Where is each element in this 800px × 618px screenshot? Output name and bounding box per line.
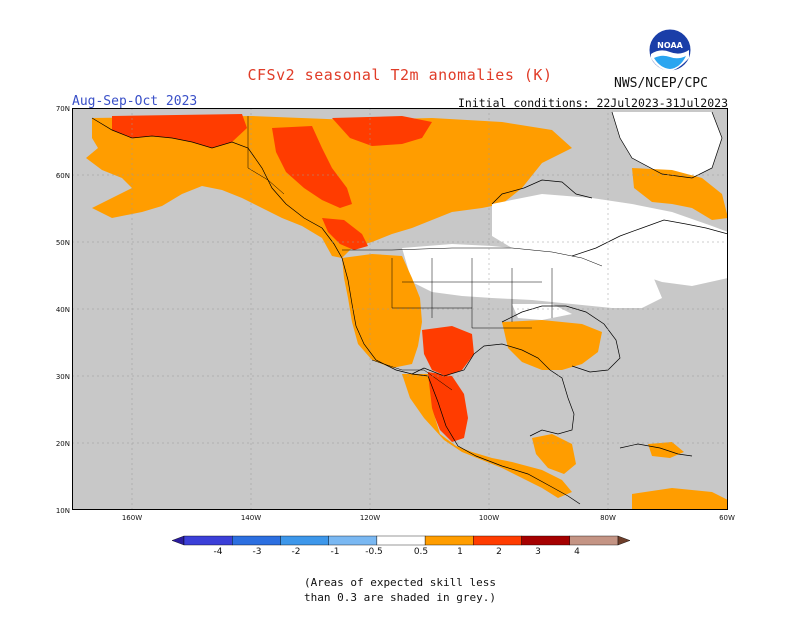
colorbar-label-neg0-5: -0.5 [365, 547, 383, 557]
colorbar-swatch [232, 535, 281, 546]
mexico-red-region [428, 372, 468, 442]
lat-label-50n: 50N [55, 239, 70, 247]
lat-label-10n: 10N [55, 507, 70, 515]
graticule [72, 108, 728, 510]
lat-label-60n: 60N [55, 172, 70, 180]
alaska-red-region [112, 114, 247, 148]
colorbar [172, 535, 630, 546]
colorbar-label-0-5: 0.5 [413, 547, 429, 557]
colorbar-label-neg4: -4 [213, 547, 223, 557]
colorbar-swatch [424, 535, 474, 546]
svg-text:NOAA: NOAA [657, 41, 683, 50]
colorbar-label-1: 1 [457, 547, 463, 557]
colorbar-swatch [521, 535, 570, 546]
coastlines [91, 111, 728, 505]
colorbar-arrow-high [617, 535, 630, 546]
colorbar-swatch [569, 535, 619, 546]
us-north-white-region [402, 244, 662, 308]
agency-label: NWS/NCEP/CPC [614, 76, 708, 91]
lon-label-100w: 100W [478, 514, 500, 522]
lat-label-30n: 30N [55, 373, 70, 381]
colorbar-label-2: 2 [496, 547, 502, 557]
nunavut-red-region [332, 116, 432, 146]
colorbar-swatch [183, 535, 233, 546]
bc-red-region [322, 218, 368, 250]
lat-label-40n: 40N [55, 306, 70, 314]
chart-title: CFSv2 seasonal T2m anomalies (K) [247, 66, 553, 84]
political-borders [247, 116, 603, 391]
central-america-orange-region [532, 434, 576, 474]
lon-label-60w: 60W [719, 514, 735, 522]
initial-conditions-label: Initial conditions: 22Jul2023-31Jul2023 [457, 96, 728, 110]
colorbar-swatch [328, 535, 378, 546]
south-america-orange-region [632, 488, 728, 510]
quebec-white-region [492, 194, 728, 286]
colorbar-label-4: 4 [574, 547, 580, 557]
labrador-orange-region [632, 168, 728, 220]
colorbar-swatch [473, 535, 522, 546]
footnote-line-2: than 0.3 are shaded in grey.) [303, 591, 497, 604]
colorbar-label-neg2: -2 [291, 547, 301, 557]
colorbar-label-neg1: -1 [330, 547, 340, 557]
lon-label-140w: 140W [240, 514, 262, 522]
greenland-white-region [612, 112, 722, 178]
southeast-orange-region [502, 320, 602, 370]
season-label: Aug-Sep-Oct 2023 [72, 94, 198, 109]
southeast-white-patches [512, 304, 572, 320]
colorbar-swatch [280, 535, 329, 546]
lon-label-160w: 160W [121, 514, 143, 522]
texas-red-region [422, 326, 474, 376]
footnote-line-1: (Areas of expected skill less [303, 576, 497, 589]
lat-label-70n: 70N [55, 105, 70, 113]
lon-label-120w: 120W [359, 514, 381, 522]
colorbar-arrow-low [172, 535, 185, 546]
colorbar-label-neg3: -3 [252, 547, 262, 557]
lon-label-80w: 80W [600, 514, 616, 522]
anomaly-map [72, 108, 728, 510]
map-frame [72, 108, 728, 510]
colorbar-label-3: 3 [535, 547, 541, 557]
mexico-orange-region [402, 374, 572, 498]
yukon-red-region [272, 126, 352, 208]
noaa-logo-icon: NOAA [648, 28, 692, 72]
colorbar-swatch [376, 535, 426, 546]
lat-label-20n: 20N [55, 440, 70, 448]
